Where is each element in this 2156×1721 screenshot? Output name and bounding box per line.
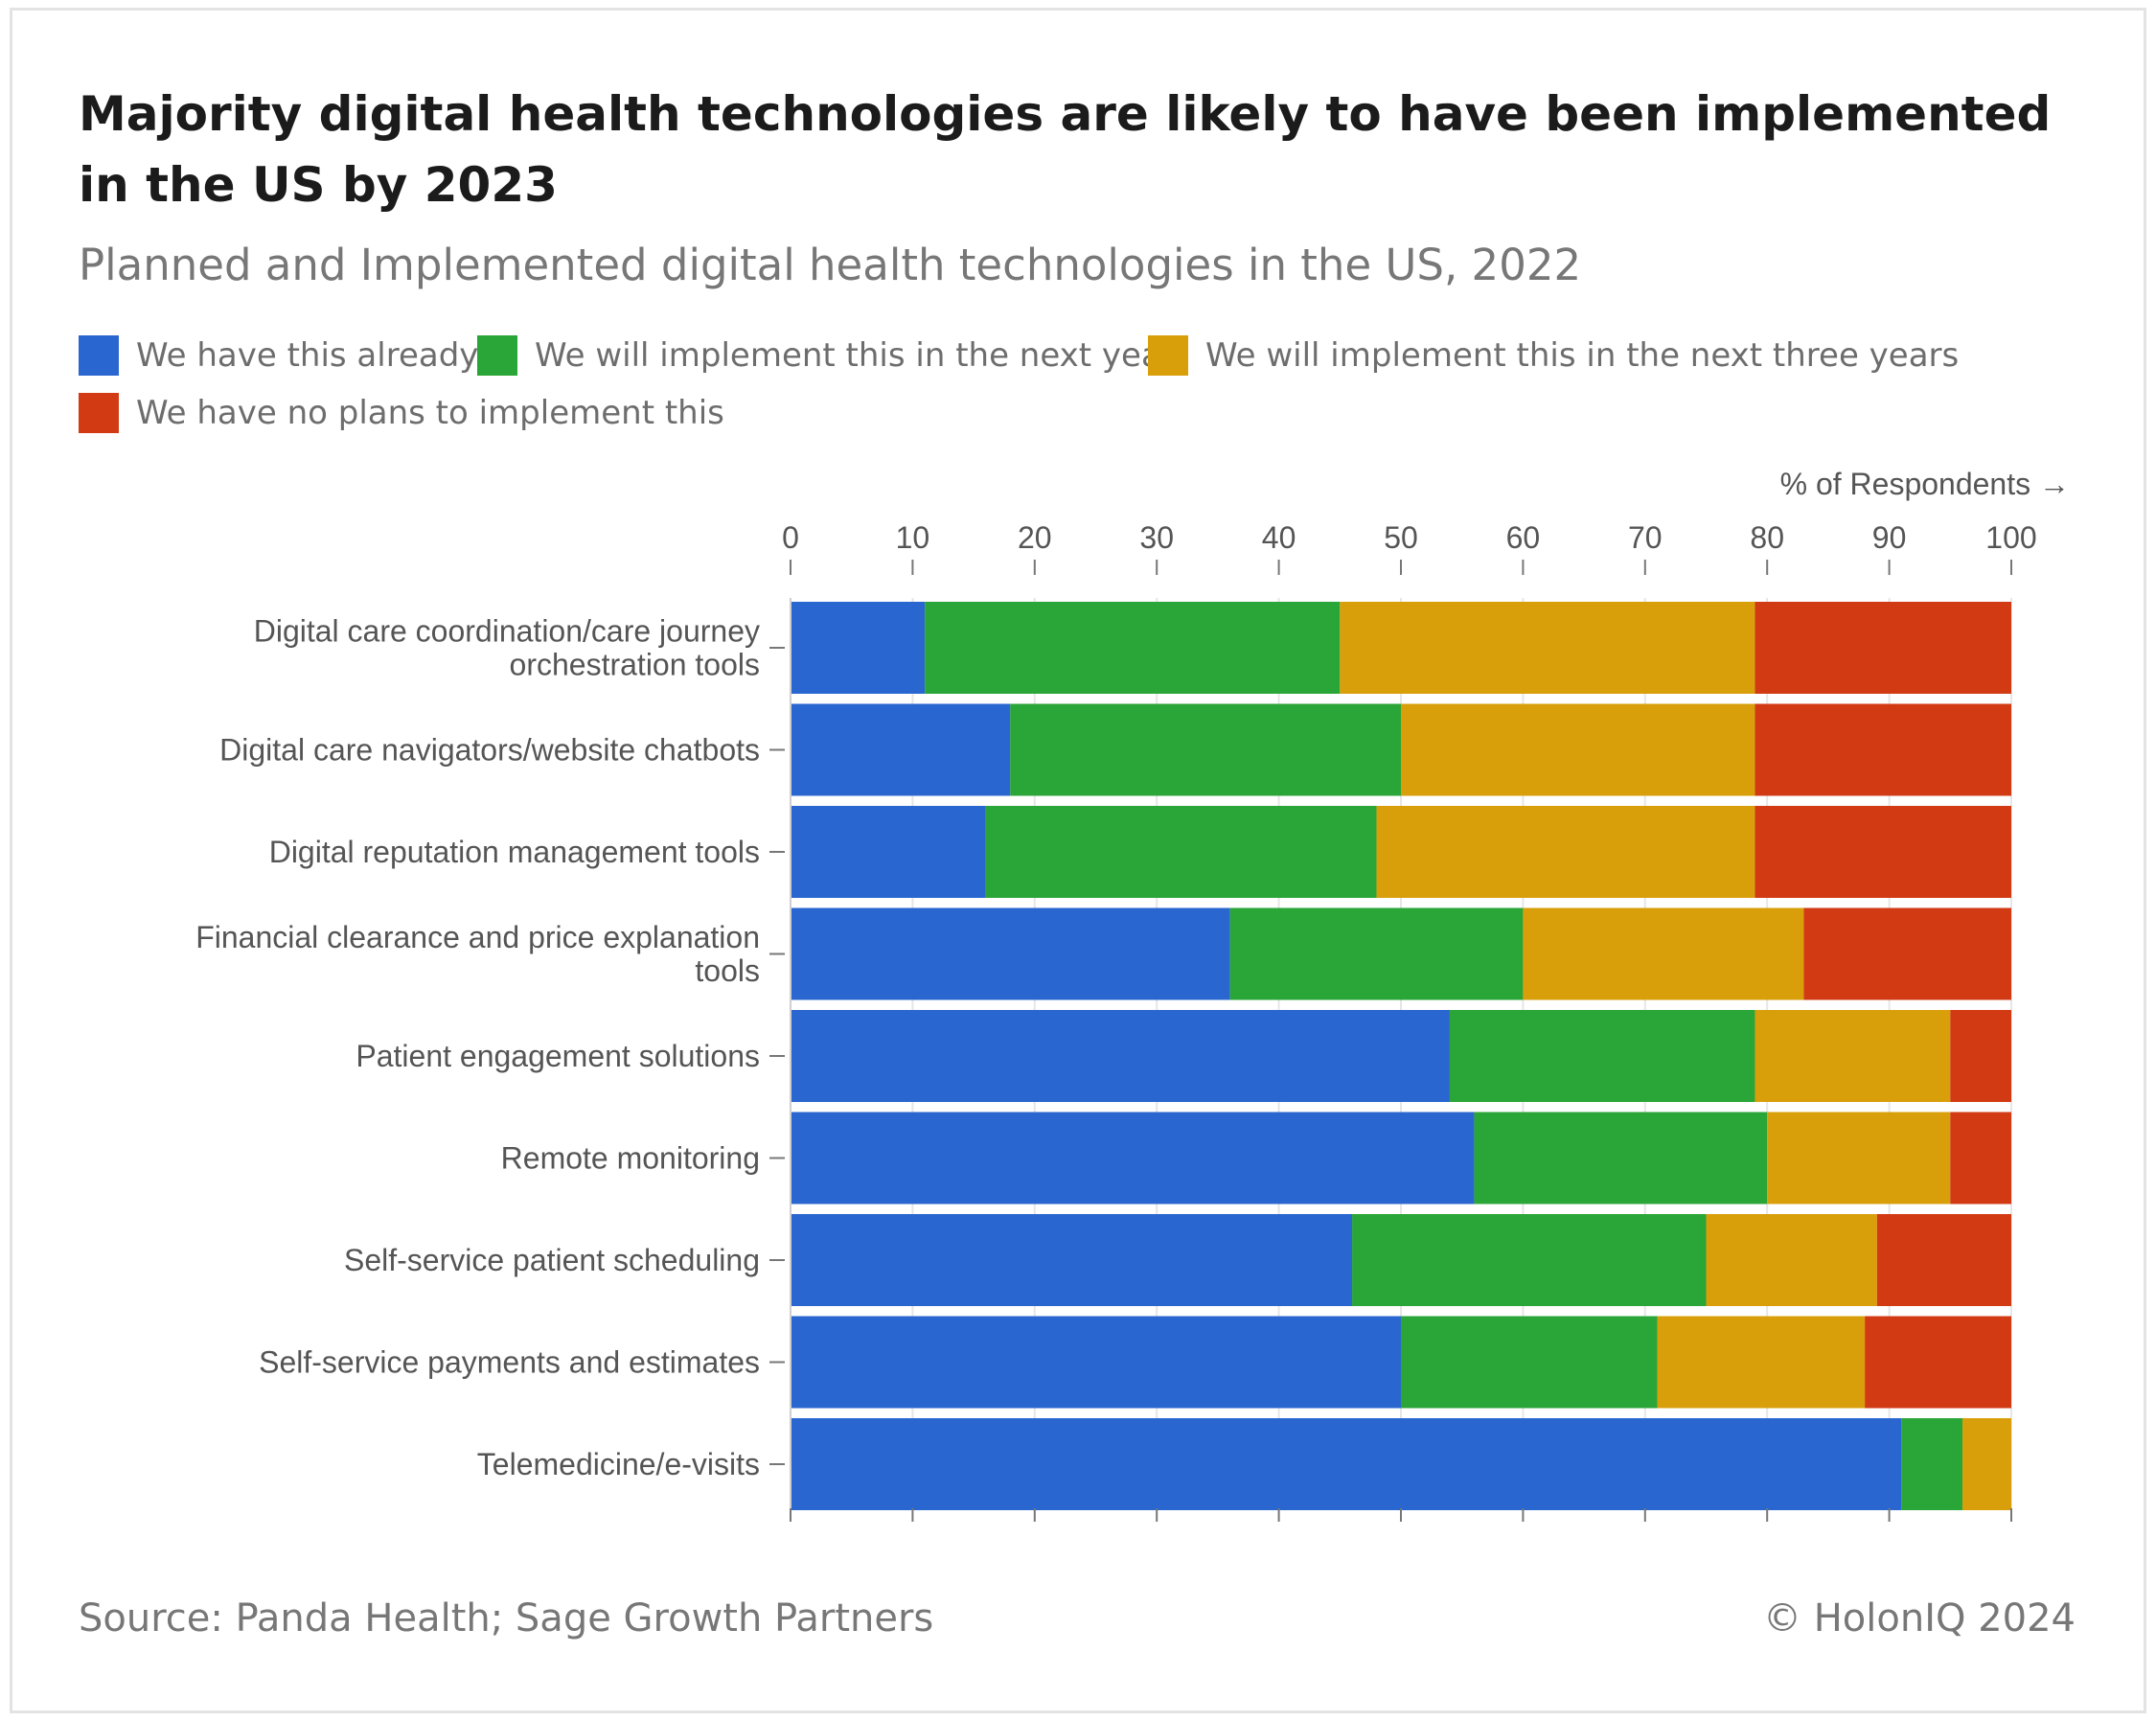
x-tick-label: 0 — [782, 520, 799, 555]
bar-segment-next-year[interactable] — [1352, 1214, 1707, 1306]
bar-segment-already[interactable] — [791, 907, 1230, 1000]
x-tick-label: 50 — [1384, 520, 1418, 555]
category-label: Digital care navigators/website chatbots — [219, 733, 760, 768]
bar-segment-already[interactable] — [791, 806, 986, 898]
bar-segment-no-plans[interactable] — [1876, 1214, 2011, 1306]
bar-segment-no-plans[interactable] — [1755, 602, 2011, 694]
bar-segment-three-years[interactable] — [1657, 1316, 1866, 1409]
bar-segment-three-years[interactable] — [1376, 806, 1755, 898]
x-tick-label: 70 — [1628, 520, 1663, 555]
category-label: Digital reputation management tools — [269, 835, 760, 869]
category-label: Self-service payments and estimates — [259, 1345, 760, 1380]
category-label: Digital care coordination/care journey — [254, 614, 760, 649]
bar-segment-no-plans[interactable] — [1950, 1112, 2011, 1205]
bar-segment-already[interactable] — [791, 1418, 1902, 1510]
x-tick-label: 10 — [896, 520, 930, 555]
category-label: orchestration tools — [510, 648, 760, 682]
legend-label-next-year: We will implement this in the next year — [535, 336, 1175, 375]
bar-segment-three-years[interactable] — [1767, 1112, 1951, 1205]
legend-item-three-years[interactable]: We will implement this in the next three… — [1148, 335, 1959, 376]
bar-segment-three-years[interactable] — [1755, 1010, 1951, 1102]
bar-segment-already[interactable] — [791, 1112, 1475, 1205]
x-tick-label: 40 — [1262, 520, 1296, 555]
bar-segment-three-years[interactable] — [1523, 907, 1804, 1000]
category-label: Financial clearance and price explanatio… — [195, 920, 760, 954]
source-note: Source: Panda Health; Sage Growth Partne… — [79, 1596, 934, 1641]
x-tick-label: 60 — [1506, 520, 1541, 555]
category-label: Patient engagement solutions — [356, 1039, 760, 1073]
x-tick-label: 90 — [1872, 520, 1907, 555]
bar-segment-next-year[interactable] — [1474, 1112, 1768, 1205]
legend-item-already[interactable]: We have this already — [79, 335, 478, 376]
chart-title: Majority digital health technologies are… — [79, 86, 2052, 213]
x-axis-title: % of Respondents → — [1780, 467, 2070, 501]
bar-segment-next-year[interactable] — [925, 602, 1341, 694]
bar-segment-already[interactable] — [791, 1214, 1353, 1306]
bar-segment-no-plans[interactable] — [1755, 806, 2011, 898]
bar-segment-no-plans[interactable] — [1755, 703, 2011, 796]
bar-segment-no-plans[interactable] — [1950, 1010, 2011, 1102]
legend-swatch-already — [79, 335, 119, 376]
legend-swatch-no-plans — [79, 393, 119, 433]
legend-swatch-three-years — [1148, 335, 1188, 376]
category-label: Remote monitoring — [501, 1141, 760, 1176]
bar-segment-next-year[interactable] — [1229, 907, 1524, 1000]
category-label: Telemedicine/e-visits — [477, 1447, 760, 1481]
category-label: tools — [695, 953, 760, 988]
axes: 0 10 20 30 40 50 60 70 80 90 100 Digital care coord… — [195, 520, 2037, 1522]
x-tick-label: 80 — [1750, 520, 1784, 555]
legend-item-next-year[interactable]: We will implement this in the next year — [477, 335, 1175, 376]
bar-segment-already[interactable] — [791, 1010, 1450, 1102]
bar-segment-next-year[interactable] — [985, 806, 1377, 898]
x-tick-label: 30 — [1139, 520, 1174, 555]
legend-item-no-plans[interactable]: We have no plans to implement this — [79, 393, 724, 433]
bar-segment-three-years[interactable] — [1401, 703, 1755, 796]
bar-segment-next-year[interactable] — [1401, 1316, 1658, 1409]
legend-label-already: We have this already — [136, 336, 479, 375]
bar-segment-already[interactable] — [791, 602, 926, 694]
bar-segment-three-years[interactable] — [1962, 1418, 2011, 1510]
x-tick-label: 20 — [1018, 520, 1052, 555]
chart-subtitle: Planned and Implemented digital health t… — [79, 240, 1582, 290]
bar-segment-next-year[interactable] — [1449, 1010, 1755, 1102]
copyright-note: © HolonIQ 2024 — [1763, 1596, 2076, 1641]
bars — [791, 602, 2011, 1510]
category-label: Self-service patient scheduling — [344, 1243, 760, 1277]
x-tick-label: 100 — [1985, 520, 2036, 555]
legend-label-no-plans: We have no plans to implement this — [136, 394, 724, 432]
legend-label-three-years: We will implement this in the next three… — [1205, 336, 1960, 375]
bar-segment-next-year[interactable] — [1901, 1418, 1963, 1510]
bar-segment-already[interactable] — [791, 1316, 1401, 1409]
bar-segment-three-years[interactable] — [1340, 602, 1755, 694]
bar-segment-three-years[interactable] — [1706, 1214, 1877, 1306]
bar-segment-next-year[interactable] — [1010, 703, 1401, 796]
legend-swatch-next-year — [477, 335, 517, 376]
bar-segment-no-plans[interactable] — [1865, 1316, 2011, 1409]
bar-segment-already[interactable] — [791, 703, 1011, 796]
bar-segment-no-plans[interactable] — [1803, 907, 2011, 1000]
